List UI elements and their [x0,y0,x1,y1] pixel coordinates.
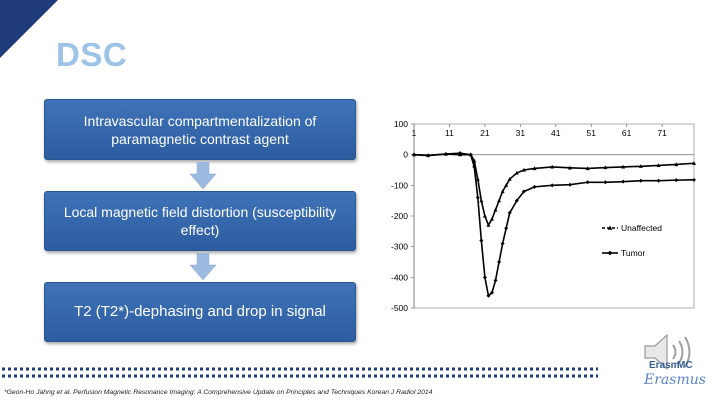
tumor-point [412,152,416,157]
tumor-point [532,184,537,189]
tumor-point [497,260,502,264]
y-tick-label: -500 [391,303,408,313]
tumor-point [585,180,590,185]
legend-unaffected-marker [607,225,613,230]
unaffected-point [493,207,498,212]
tumor-series-line [413,152,695,298]
tumor-point [507,210,512,215]
down-arrow-icon [190,253,216,281]
y-tick-label: 0 [403,150,408,160]
unaffected-point [656,163,661,167]
tumor-point [500,241,505,246]
y-tick-label: -100 [391,180,408,190]
tumor-point [567,182,572,187]
reference-footnote: *Geon-Ho Jahng et al. Perfusion Magnetic… [4,389,433,396]
x-tick-label: 21 [480,128,490,138]
tumor-point [472,164,477,169]
unaffected-point [507,177,512,181]
unaffected-point [489,216,494,221]
tumor-point [489,290,494,295]
legend-tumor-label: Tumor [621,248,645,258]
dotted-divider [2,367,598,378]
tumor-point [443,152,448,157]
tumor-point [603,180,608,185]
logo-script: Erasmus [644,372,706,388]
unaffected-point [550,164,555,169]
tumor-point [482,275,487,280]
x-tick-label: 1 [412,128,417,138]
legend-unaffected-label: Unaffected [621,223,662,233]
unaffected-point [482,213,487,218]
unaffected-point [567,165,572,170]
unaffected-point [479,198,484,203]
y-tick-label: -400 [391,272,408,282]
y-tick-label: -300 [391,242,408,252]
tumor-point [493,278,498,283]
tumor-point [550,183,555,188]
unaffected-point [674,162,679,167]
flow-step-1: Intravascular compartmentalization of pa… [44,99,356,160]
tumor-point [475,195,480,200]
unaffected-point [500,189,505,194]
plot-frame [413,123,695,309]
unaffected-point [521,167,526,172]
unaffected-point [504,183,509,187]
unaffected-point [692,161,696,165]
y-tick-label: -200 [391,211,408,221]
x-tick-label: 11 [445,128,454,138]
slide-title: DSC [56,36,128,73]
unaffected-point [514,170,519,175]
x-tick-label: 61 [622,128,632,138]
tumor-point [426,153,431,158]
corner-decoration [0,0,58,58]
x-tick-label: 71 [657,128,667,138]
tumor-point [638,178,643,183]
x-tick-label: 41 [551,128,561,138]
tumor-point [504,226,509,231]
unaffected-point [486,223,491,227]
x-tick-label: 31 [516,128,526,138]
flow-diagram: Intravascular compartmentalization of pa… [0,0,380,360]
unaffected-point [497,198,502,203]
tumor-point [468,152,473,157]
tumor-point [656,178,661,183]
tumor-point [514,198,519,203]
tumor-point [521,189,526,194]
flow-step-2: Local magnetic field distortion (suscept… [44,191,356,251]
tumor-point [674,178,679,183]
logo-text: Erasm [649,360,680,371]
audio-speaker-icon[interactable] [641,332,699,372]
unaffected-point [621,164,626,169]
tumor-point [486,293,491,298]
unaffected-series-line [413,153,695,228]
tumor-point [479,238,484,243]
tumor-point [621,179,626,184]
unaffected-point [475,177,480,181]
unaffected-point [532,166,537,171]
y-tick-label: 100 [394,119,408,129]
unaffected-point [638,164,643,168]
down-arrow-icon [190,162,216,190]
legend-tumor-marker [607,250,613,256]
tumor-point [458,151,463,156]
tumor-point [692,177,696,182]
unaffected-point [603,165,608,170]
flow-step-3: T2 (T2*)-dephasing and drop in signal [44,282,356,342]
unaffected-point [585,166,590,171]
logo-suffix: MC [677,360,693,371]
x-tick-label: 51 [586,128,596,138]
